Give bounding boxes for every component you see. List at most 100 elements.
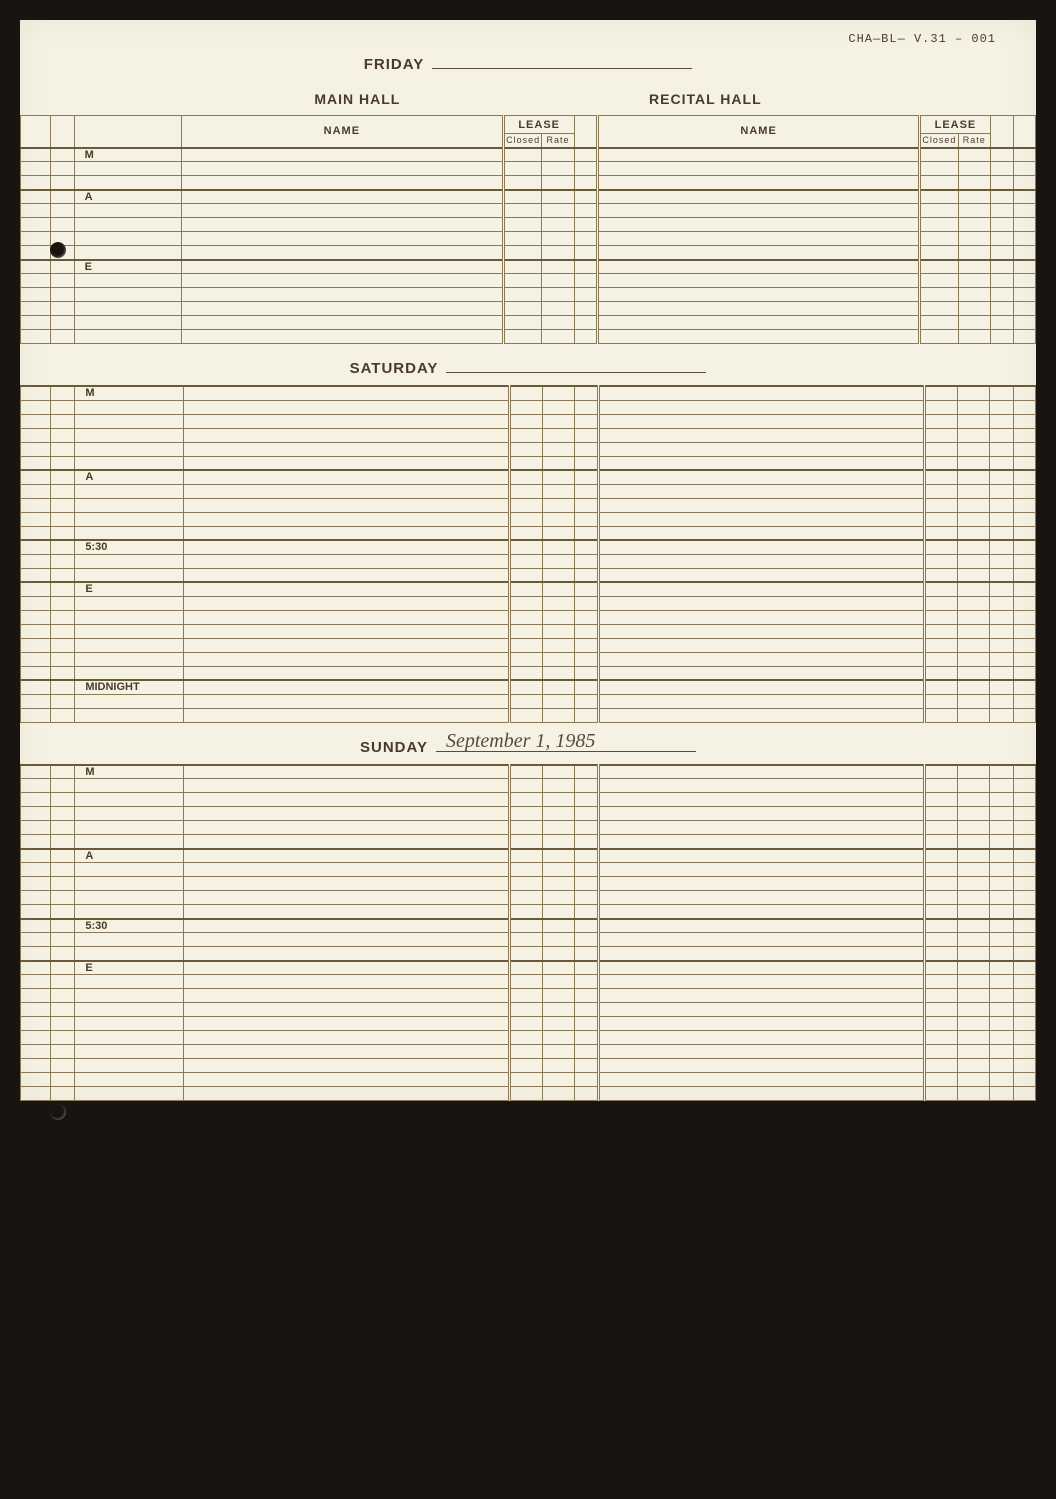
name-cell-left: [184, 891, 510, 905]
cell-blank: [1014, 933, 1036, 947]
cell-blank: [575, 947, 599, 961]
ledger-row: [21, 512, 1036, 526]
lease-rate-cell: [958, 288, 990, 302]
cell-blank: [575, 765, 599, 779]
ledger-row: [21, 596, 1036, 610]
cell-blank: [575, 989, 599, 1003]
cell-blank: [51, 526, 75, 540]
cell-blank: [51, 779, 75, 793]
ledger-row: [21, 498, 1036, 512]
name-cell-right: [599, 456, 925, 470]
cell-blank: [990, 414, 1014, 428]
cell-blank: [575, 568, 599, 582]
cell-blank: [1014, 260, 1036, 274]
cell-blank: [990, 933, 1014, 947]
ledger-row: [21, 877, 1036, 891]
lease-closed-cell: [503, 204, 542, 218]
cell-blank: [21, 947, 51, 961]
lease-closed-cell: [510, 554, 543, 568]
lease-rate-cell: [542, 1017, 575, 1031]
name-cell-right: [598, 190, 920, 204]
ledger-content: FRIDAY MAIN HALL RECITAL HALL NAME LEASE…: [20, 40, 1036, 1101]
name-cell-right: [598, 274, 920, 288]
lease-closed-cell: [920, 204, 959, 218]
cell-blank: [990, 596, 1014, 610]
cell-blank: [990, 919, 1014, 933]
cell-blank: [1014, 232, 1036, 246]
name-cell-left: [184, 386, 510, 400]
cell-blank: [1014, 484, 1036, 498]
lease-rate-cell: [542, 1031, 575, 1045]
cell-blank: [51, 428, 75, 442]
cell-blank: [990, 610, 1014, 624]
time-label-cell: M: [75, 765, 184, 779]
lease-rate-cell: [542, 821, 575, 835]
day-header: SUNDAY September 1, 1985: [20, 723, 1036, 764]
lease-closed-cell: [925, 596, 958, 610]
lease-closed-cell: [510, 526, 543, 540]
lease-closed-cell: [510, 638, 543, 652]
cell-blank: [1014, 554, 1036, 568]
ledger-row: M: [21, 148, 1036, 162]
lease-closed-cell: [510, 1073, 543, 1087]
cell-blank: [51, 274, 75, 288]
name-cell-left: [184, 638, 510, 652]
cell-blank: [1014, 386, 1036, 400]
time-label-cell: [75, 835, 184, 849]
cell-blank: [1014, 652, 1036, 666]
cell-blank: [21, 1087, 51, 1101]
name-cell-left: [184, 1045, 510, 1059]
name-cell-right: [598, 204, 920, 218]
cell-blank: [990, 694, 1014, 708]
name-cell-left: [184, 793, 510, 807]
lease-rate-cell: [957, 638, 990, 652]
lease-closed-cell: [925, 568, 958, 582]
lease-closed-cell: [510, 470, 543, 484]
cell-blank: [1014, 891, 1036, 905]
lease-closed-cell: [510, 1031, 543, 1045]
lease-closed-cell: [925, 512, 958, 526]
cell-blank: [21, 1031, 51, 1045]
lease-closed-cell: [510, 680, 543, 694]
lease-closed-cell: [925, 1003, 958, 1017]
time-label-cell: [75, 428, 184, 442]
cell-blank: [1014, 330, 1036, 344]
name-cell-right: [599, 512, 925, 526]
lease-closed-cell: [510, 1059, 543, 1073]
cell-blank: [990, 582, 1014, 596]
lease-closed-cell: [925, 877, 958, 891]
lease-rate-cell: [542, 596, 575, 610]
cell-blank: [51, 1017, 75, 1031]
cell-blank: [21, 989, 51, 1003]
time-label-cell: [75, 400, 184, 414]
lease-rate-cell: [957, 652, 990, 666]
lease-rate-cell: [542, 961, 575, 975]
col-rate-header: Rate: [958, 134, 990, 148]
name-cell-right: [599, 919, 925, 933]
cell-blank: [990, 989, 1014, 1003]
col-lease-header: LEASE: [920, 116, 991, 134]
cell-blank: [574, 148, 598, 162]
col-closed-header: Closed: [920, 134, 959, 148]
cell-blank: [1014, 694, 1036, 708]
cell-blank: [575, 919, 599, 933]
ledger-table: NAME LEASE NAME LEASE Closed Rate Closed…: [20, 115, 1036, 344]
cell-blank: [990, 835, 1014, 849]
name-cell-right: [599, 400, 925, 414]
col-closed-header: Closed: [503, 134, 542, 148]
cell-blank: [990, 162, 1014, 176]
cell-blank: [51, 330, 75, 344]
cell-blank: [574, 302, 598, 316]
lease-closed-cell: [925, 526, 958, 540]
ledger-row: [21, 232, 1036, 246]
time-label-cell: [75, 638, 184, 652]
cell-blank: [51, 849, 75, 863]
cell-blank: [21, 624, 51, 638]
cell-blank: [21, 582, 51, 596]
time-label-cell: [75, 1045, 184, 1059]
name-cell-left: [184, 568, 510, 582]
cell-blank: [21, 484, 51, 498]
cell-blank: [21, 274, 51, 288]
cell-blank: [990, 554, 1014, 568]
cell-blank: [21, 540, 51, 554]
